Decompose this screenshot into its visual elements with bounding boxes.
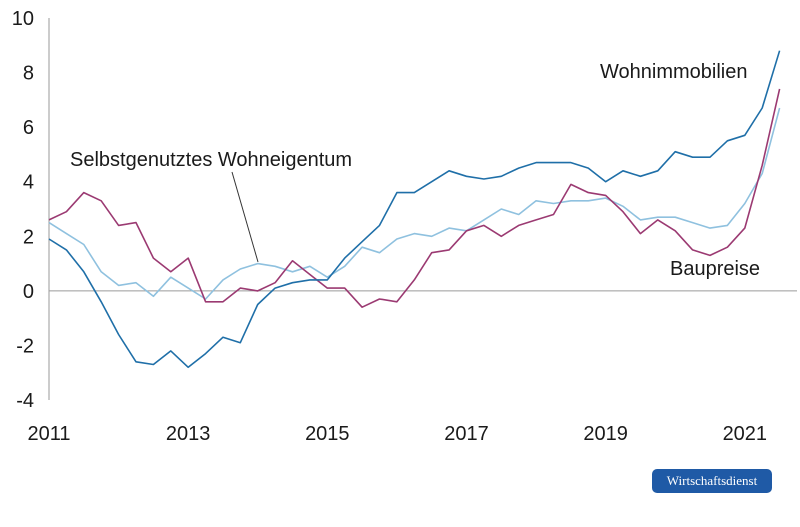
label-wohnimmobilien: Wohnimmobilien [600, 61, 747, 83]
y-tick-label: 6 [23, 117, 34, 139]
y-tick-label: 8 [23, 63, 34, 85]
y-axis-ticks: 10 8 6 4 2 0 -2 -4 [12, 8, 34, 412]
series-line-selbstgenutztes-wohneigentum [48, 107, 781, 300]
x-tick-label: 2017 [444, 423, 489, 445]
x-tick-label: 2015 [305, 423, 350, 445]
y-tick-label: 4 [23, 172, 34, 194]
x-tick-label: 2013 [166, 423, 211, 445]
y-tick-label: 10 [12, 8, 34, 30]
series-line-baupreise [48, 88, 781, 309]
label-baupreise: Baupreise [670, 258, 760, 280]
annotation-leader-line [231, 171, 259, 263]
x-tick-label: 2021 [723, 423, 768, 445]
x-tick-label: 2011 [27, 423, 70, 445]
y-tick-label: -4 [16, 390, 34, 412]
wirtschaftsdienst-badge: Wirtschaftsdienst [652, 469, 772, 493]
y-tick-label: 2 [23, 226, 34, 248]
series-line-wohnimmobilien [48, 50, 781, 369]
x-tick-label: 2019 [583, 423, 628, 445]
x-axis-ticks: 2011 2013 2015 2017 2019 2021 [27, 423, 767, 445]
y-tick-label: 0 [23, 281, 34, 303]
series-layer [48, 50, 781, 369]
y-tick-label: -2 [16, 335, 34, 357]
label-selbstgenutztes-wohneigentum: Selbstgenutztes Wohneigentum [70, 149, 352, 171]
